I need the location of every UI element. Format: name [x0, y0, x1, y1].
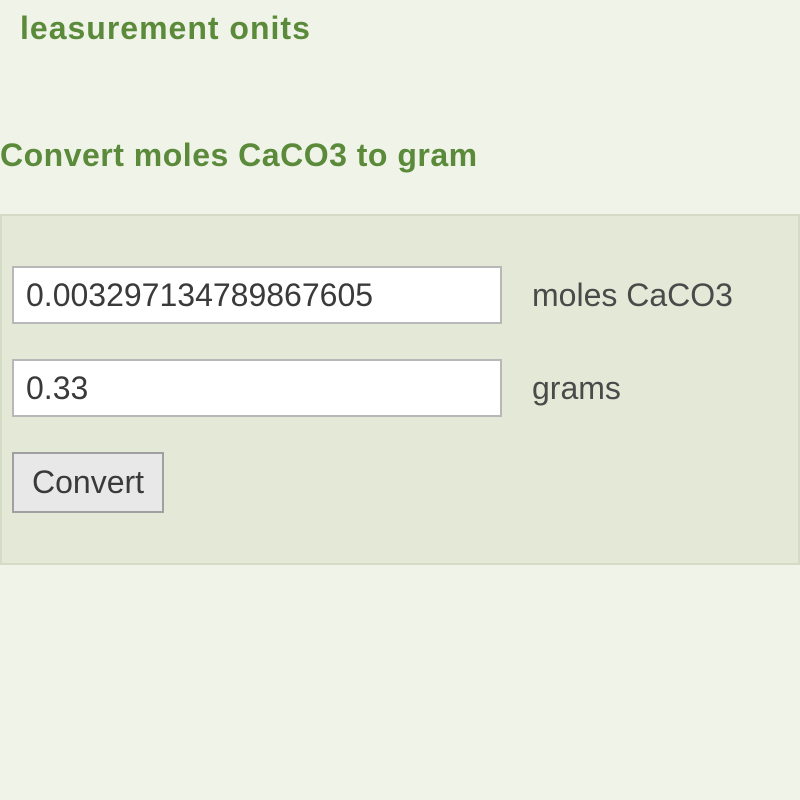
converter-panel: moles CaCO3 grams Convert [0, 214, 800, 565]
convert-button[interactable]: Convert [12, 452, 164, 513]
moles-input[interactable] [12, 266, 502, 324]
converter-title: Convert moles CaCO3 to gram [0, 47, 800, 204]
grams-input[interactable] [12, 359, 502, 417]
moles-input-row: moles CaCO3 [12, 266, 778, 324]
grams-unit-label: grams [532, 370, 621, 407]
moles-unit-label: moles CaCO3 [532, 277, 733, 314]
grams-input-row: grams [12, 359, 778, 417]
page-header-fragment: leasurement onits [0, 0, 800, 47]
